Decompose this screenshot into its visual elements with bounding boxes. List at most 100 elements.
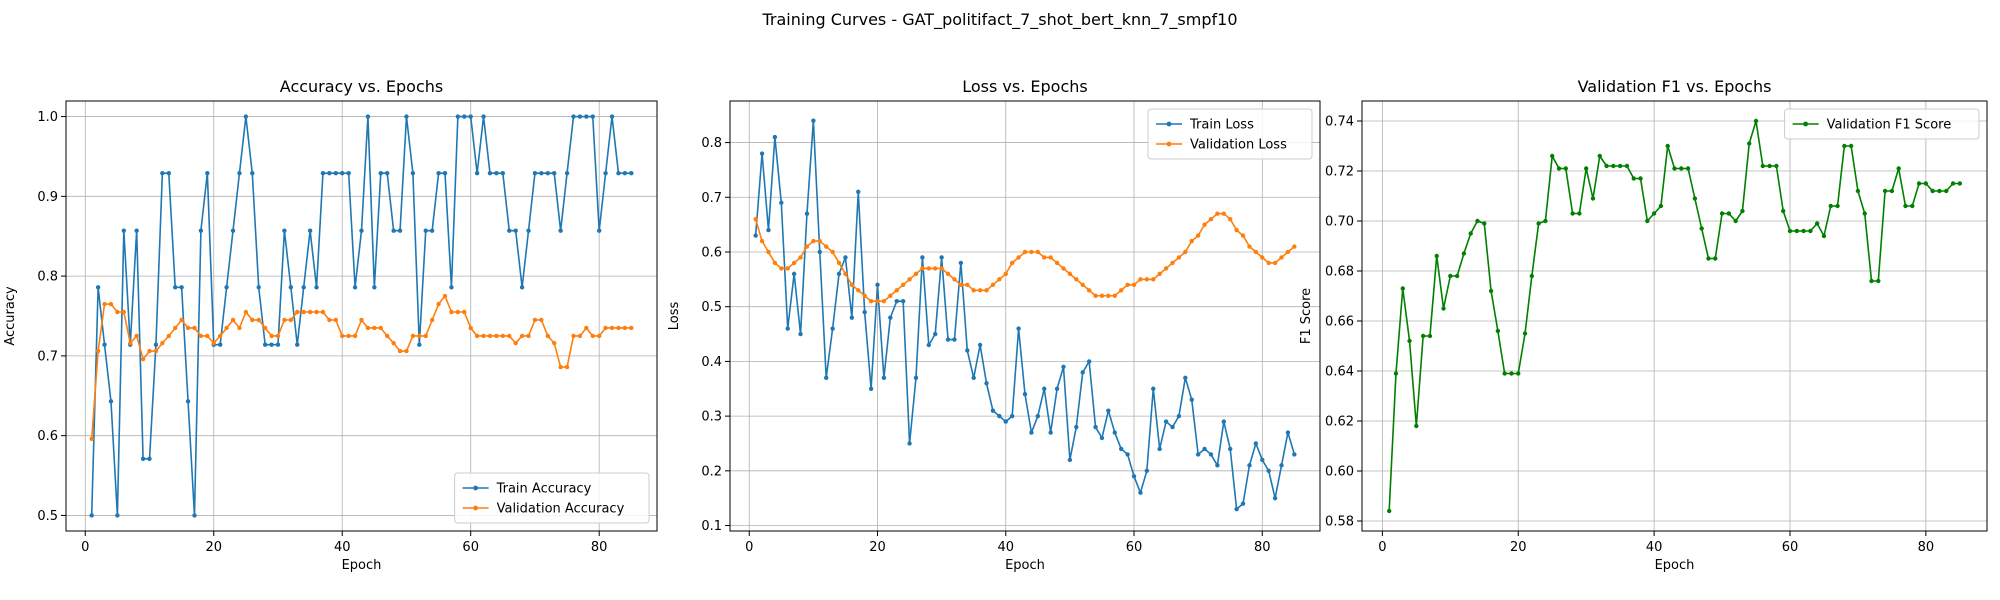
data-point bbox=[243, 114, 249, 119]
legend-label: Train Loss bbox=[1189, 118, 1254, 133]
data-point bbox=[1183, 249, 1188, 255]
data-point bbox=[384, 170, 390, 176]
data-point bbox=[933, 266, 938, 271]
data-point bbox=[622, 170, 628, 176]
data-point bbox=[384, 333, 390, 339]
data-point bbox=[1279, 463, 1284, 468]
data-point bbox=[1509, 371, 1514, 376]
data-point bbox=[468, 114, 473, 119]
data-point bbox=[1543, 218, 1548, 224]
data-point bbox=[494, 170, 499, 176]
data-point bbox=[102, 342, 107, 347]
data-point bbox=[977, 288, 983, 293]
data-point bbox=[785, 266, 790, 271]
data-point bbox=[1747, 141, 1752, 146]
y-tick-label: 0.58 bbox=[1325, 515, 1354, 530]
data-point bbox=[1814, 221, 1820, 226]
data-point bbox=[1488, 288, 1494, 294]
data-point bbox=[282, 317, 287, 323]
data-point bbox=[1461, 251, 1467, 256]
data-point bbox=[372, 325, 377, 331]
f1-grid bbox=[1362, 101, 1987, 531]
data-point bbox=[1448, 273, 1453, 279]
data-point bbox=[282, 228, 287, 233]
loss-series-0 bbox=[753, 118, 1297, 512]
data-point bbox=[1253, 249, 1259, 255]
data-point bbox=[965, 348, 970, 353]
data-point bbox=[429, 228, 435, 233]
data-point bbox=[1022, 249, 1028, 255]
y-tick-label: 0.8 bbox=[701, 136, 722, 151]
data-point bbox=[1876, 278, 1881, 284]
data-point bbox=[1808, 228, 1813, 234]
data-point bbox=[958, 260, 964, 266]
data-point bbox=[1151, 277, 1156, 282]
data-point bbox=[1228, 216, 1233, 222]
data-point bbox=[804, 244, 810, 249]
data-point bbox=[140, 356, 146, 362]
data-point bbox=[1611, 163, 1616, 169]
data-point bbox=[442, 293, 448, 299]
data-point bbox=[1638, 176, 1643, 181]
data-point bbox=[474, 333, 480, 339]
data-point bbox=[95, 285, 101, 290]
data-point bbox=[140, 456, 146, 462]
data-point bbox=[779, 266, 784, 271]
data-point bbox=[1086, 359, 1092, 364]
data-point bbox=[224, 285, 229, 290]
data-point bbox=[1157, 271, 1162, 277]
data-point bbox=[314, 285, 319, 290]
data-point bbox=[275, 333, 281, 339]
data-point bbox=[862, 309, 867, 315]
data-point bbox=[977, 342, 983, 348]
data-point bbox=[1889, 188, 1895, 194]
data-point bbox=[1577, 211, 1582, 216]
data-point bbox=[1029, 430, 1034, 435]
loss-x-axis-label: Epoch bbox=[1005, 558, 1045, 573]
data-point bbox=[526, 228, 531, 233]
data-point bbox=[875, 282, 880, 288]
data-point bbox=[1529, 273, 1535, 279]
data-point bbox=[1266, 260, 1271, 266]
data-point bbox=[217, 342, 223, 347]
data-point bbox=[1016, 326, 1021, 331]
data-point bbox=[1434, 253, 1439, 259]
data-point bbox=[798, 255, 803, 260]
data-point bbox=[920, 266, 925, 271]
data-point bbox=[1170, 424, 1175, 430]
data-point bbox=[449, 285, 454, 290]
data-point bbox=[1699, 226, 1704, 231]
data-point bbox=[958, 282, 964, 288]
legend-box bbox=[1784, 108, 1980, 140]
accuracy-series-1 bbox=[89, 293, 634, 442]
data-point bbox=[449, 309, 454, 315]
data-point bbox=[391, 340, 396, 346]
data-point bbox=[1713, 256, 1718, 261]
data-point bbox=[811, 238, 816, 244]
data-point bbox=[759, 151, 765, 156]
data-point bbox=[160, 340, 165, 346]
data-point bbox=[997, 277, 1002, 282]
data-point bbox=[359, 317, 364, 323]
data-point bbox=[616, 170, 621, 176]
accuracy-x-axis-label: Epoch bbox=[342, 558, 382, 573]
legend-label: Validation Accuracy bbox=[497, 502, 625, 517]
data-point bbox=[526, 333, 531, 339]
accuracy-chart-title: Accuracy vs. Epochs bbox=[280, 77, 443, 96]
data-point bbox=[1407, 338, 1412, 344]
data-point bbox=[584, 325, 589, 331]
data-point bbox=[1482, 221, 1487, 226]
y-tick-label: 0.8 bbox=[37, 270, 58, 285]
data-point bbox=[327, 170, 332, 176]
legend-swatch-marker bbox=[473, 485, 478, 491]
data-point bbox=[1665, 143, 1670, 149]
data-point bbox=[1828, 203, 1833, 209]
data-point bbox=[1144, 277, 1150, 282]
data-point bbox=[513, 228, 518, 233]
data-point bbox=[1393, 371, 1399, 376]
data-point bbox=[1930, 188, 1935, 194]
data-point bbox=[766, 227, 771, 233]
f1-axes-frame bbox=[1361, 100, 1988, 532]
data-point bbox=[881, 375, 887, 381]
